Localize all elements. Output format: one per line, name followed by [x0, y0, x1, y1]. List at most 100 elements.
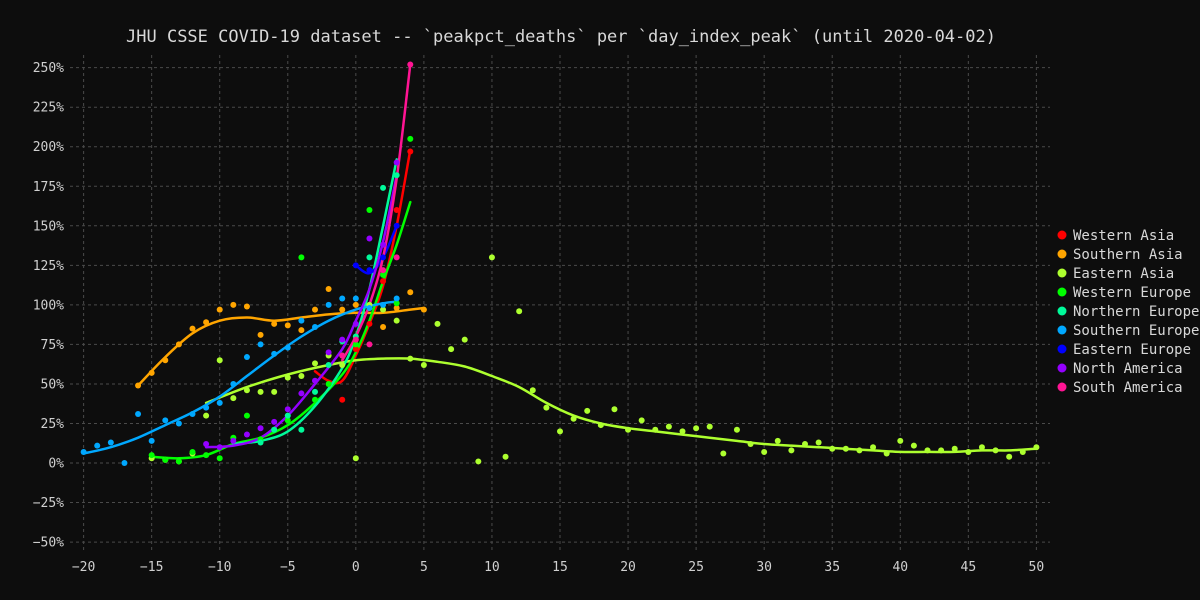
eastern-asia-point [475, 458, 482, 465]
eastern-asia-point [965, 448, 972, 455]
southern-europe-point [230, 380, 237, 387]
eastern-asia-point [706, 423, 713, 430]
southern-asia-point [148, 369, 155, 376]
western-europe-legend-marker [1057, 287, 1067, 297]
northern-europe-point [393, 172, 400, 179]
north-america-legend-label: North America [1073, 361, 1183, 377]
southern-europe-point [352, 295, 359, 302]
southern-europe-point [94, 442, 101, 449]
north-america-point [203, 441, 210, 448]
eastern-asia-point [978, 444, 985, 451]
x-tick-label: 35 [824, 560, 840, 575]
southern-europe-point [284, 344, 291, 351]
south-america-legend-marker [1057, 382, 1067, 392]
eastern-asia-point [788, 447, 795, 454]
northern-europe-point [325, 361, 332, 368]
southern-europe-point [257, 341, 264, 348]
x-tick-label: 25 [688, 560, 704, 575]
eastern-asia-point [897, 437, 904, 444]
southern-asia-point [312, 306, 318, 313]
southern-asia-point [271, 320, 278, 327]
northern-europe-point [380, 184, 387, 191]
eastern-asia-point [434, 320, 441, 327]
eastern-asia-point [761, 448, 768, 455]
southern-europe-point [189, 410, 196, 417]
southern-asia-point [257, 331, 264, 338]
north-america-point [257, 425, 264, 432]
western-europe-point [407, 135, 414, 142]
y-tick-label: 25% [41, 417, 65, 432]
x-tick-label: 40 [892, 560, 908, 575]
north-america-point [284, 406, 291, 413]
eastern-asia-point [488, 254, 495, 261]
western-asia-legend-marker [1057, 230, 1067, 240]
southern-asia-point [325, 286, 332, 293]
eastern-asia-point [597, 422, 604, 429]
southern-asia-legend-label: Southern Asia [1073, 247, 1183, 263]
x-tick-label: −10 [208, 560, 231, 575]
western-europe-point [189, 448, 196, 455]
south-america-point [407, 61, 414, 68]
grid [70, 55, 1050, 550]
eastern-asia-point [733, 426, 740, 433]
x-tick-label: −15 [140, 560, 163, 575]
x-tick-label: 45 [961, 560, 977, 575]
northern-europe-point [271, 426, 278, 433]
southern-europe-point [203, 404, 210, 411]
southern-europe-point [325, 301, 332, 308]
south-america-point [380, 267, 387, 274]
western-europe-point [352, 341, 359, 348]
southern-europe-point [175, 420, 182, 427]
y-tick-label: 225% [33, 101, 64, 116]
southern-europe-trend-line [82, 300, 398, 455]
southern-asia-point [352, 301, 359, 308]
eastern-asia-point [938, 447, 945, 454]
y-tick-label: 250% [33, 61, 64, 76]
south-america-legend-label: South America [1073, 380, 1183, 396]
eastern-asia-point [461, 336, 468, 343]
y-tick-label: 125% [33, 259, 64, 274]
x-tick-label: 15 [552, 560, 568, 575]
southern-europe-point [243, 354, 250, 361]
eastern-asia-point [842, 445, 849, 452]
north-america-point [352, 320, 359, 327]
eastern-asia-point [584, 407, 591, 414]
southern-asia-point [175, 341, 182, 348]
western-europe-point [366, 206, 373, 213]
north-america-point [325, 349, 332, 356]
southern-asia-point [230, 301, 237, 308]
eastern-asia-point [856, 447, 863, 454]
eastern-asia-point [802, 441, 808, 448]
eastern-asia-point [339, 361, 346, 368]
eastern-asia-point [638, 417, 645, 424]
eastern-asia-point [312, 360, 318, 367]
southern-europe-legend-marker [1057, 325, 1067, 335]
western-europe-point [312, 396, 318, 403]
eastern-asia-point [230, 395, 237, 402]
north-america-point [393, 159, 400, 166]
southern-europe-point [339, 295, 346, 302]
northern-europe-point [366, 254, 373, 261]
southern-europe-legend-label: Southern Europe [1073, 323, 1199, 339]
eastern-asia-point [352, 455, 359, 462]
north-america-point [312, 377, 318, 384]
eastern-asia-point [747, 441, 754, 448]
north-america-point [216, 444, 223, 451]
eastern-europe-point [380, 254, 387, 261]
western-asia-point [380, 278, 387, 285]
northern-europe-point [298, 426, 305, 433]
northern-europe-point [312, 388, 318, 395]
north-america-legend-marker [1057, 363, 1067, 373]
north-america-point [243, 431, 250, 438]
southern-europe-point [380, 301, 387, 308]
western-europe-point [393, 300, 400, 307]
eastern-asia-point [298, 373, 305, 380]
eastern-asia-point [393, 317, 400, 324]
eastern-asia-point [679, 428, 686, 435]
south-america-point [366, 341, 373, 348]
southern-europe-point [80, 448, 87, 455]
eastern-asia-point [407, 355, 414, 362]
eastern-asia-point [1019, 448, 1026, 455]
x-tick-label: 5 [420, 560, 428, 575]
southern-europe-point [162, 417, 169, 424]
